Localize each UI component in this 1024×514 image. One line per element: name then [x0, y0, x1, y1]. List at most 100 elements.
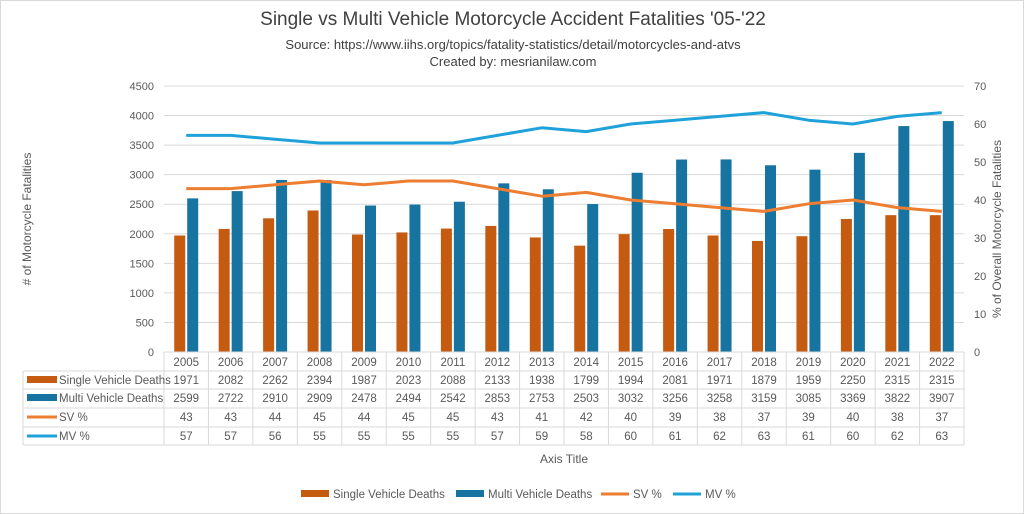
y-axis-title: # of Motorcycle Fatalities: [20, 153, 34, 286]
y-tick-label: 4500: [130, 81, 154, 93]
table-cell: 43: [224, 412, 237, 424]
bar-multi-2017: [720, 159, 732, 352]
table-series-label: Single Vehicle Deaths: [59, 375, 171, 387]
table-cell: 45: [402, 412, 415, 424]
y-tick-label: 1000: [130, 288, 154, 300]
y2-tick-label: 40: [974, 195, 986, 207]
table-cell: 63: [758, 431, 771, 443]
x-tick-label: 2018: [751, 357, 777, 369]
line-sv-percent: [186, 179, 942, 213]
legend-label: Single Vehicle Deaths: [333, 489, 445, 501]
y-tick-label: 2500: [130, 199, 154, 211]
x-tick-label: 2019: [796, 357, 822, 369]
table-cell: 39: [669, 412, 682, 424]
legend-label: MV %: [705, 489, 736, 501]
legend-label: Multi Vehicle Deaths: [488, 489, 592, 501]
table-cell: 1971: [707, 375, 733, 387]
table-cell: 2909: [307, 393, 333, 405]
line-mv-percent: [186, 111, 942, 145]
bar-single-2005: [174, 235, 186, 352]
bar-multi-2019: [809, 169, 821, 352]
x-tick-label: 2010: [396, 357, 422, 369]
x-tick-label: 2021: [885, 357, 911, 369]
table-cell: 40: [624, 412, 637, 424]
table-cell: 62: [891, 431, 904, 443]
x-axis-title: Axis Title: [540, 452, 588, 466]
table-cell: 56: [269, 431, 282, 443]
bar-single-2017: [707, 235, 719, 352]
table-cell: 2315: [929, 375, 955, 387]
table-cell: 3258: [707, 393, 733, 405]
bar-single-2010: [396, 232, 408, 352]
bar-multi-2016: [676, 159, 688, 352]
table-cell: 2082: [218, 375, 244, 387]
y2-tick-label: 20: [974, 271, 986, 283]
bar-single-2013: [529, 237, 541, 352]
chart-title: Single vs Multi Vehicle Motorcycle Accid…: [260, 9, 766, 30]
bar-single-2012: [485, 225, 497, 352]
table-legend-key: [27, 376, 57, 383]
bar-single-2011: [440, 228, 452, 352]
table-cell: 57: [224, 431, 237, 443]
table-cell: 2262: [262, 375, 288, 387]
table-cell: 55: [313, 431, 326, 443]
x-tick-label: 2005: [173, 357, 199, 369]
table-cell: 3159: [751, 393, 777, 405]
y-tick-label: 1500: [130, 258, 154, 270]
bar-multi-2011: [453, 201, 465, 352]
table-cell: 62: [713, 431, 726, 443]
bar-multi-2005: [187, 198, 199, 352]
bar-multi-2020: [853, 152, 865, 352]
legend-label: SV %: [633, 489, 662, 501]
table-cell: 1879: [751, 375, 777, 387]
table-cell: 3822: [885, 393, 911, 405]
table-cell: 1938: [529, 375, 555, 387]
bar-single-2007: [263, 218, 275, 352]
y-tick-label: 500: [136, 317, 154, 329]
legend-key: [456, 490, 484, 497]
table-cell: 3907: [929, 393, 955, 405]
x-tick-label: 2020: [840, 357, 866, 369]
x-tick-label: 2007: [262, 357, 288, 369]
y2-tick-label: 70: [974, 81, 986, 93]
table-cell: 2853: [485, 393, 511, 405]
x-tick-label: 2009: [351, 357, 377, 369]
legend-key: [301, 490, 329, 497]
table-cell: 60: [624, 431, 637, 443]
y2-tick-label: 30: [974, 233, 986, 245]
bar-multi-2009: [365, 205, 376, 352]
y-tick-label: 3500: [130, 140, 154, 152]
chart-credit: Created by: mesrianilaw.com: [429, 54, 597, 69]
bar-single-2008: [307, 210, 319, 352]
chart-source: Source: https://www.iihs.org/topics/fata…: [285, 37, 741, 52]
table-cell: 2394: [307, 375, 333, 387]
table-cell: 39: [802, 412, 815, 424]
bar-single-2014: [574, 245, 586, 352]
table-cell: 59: [535, 431, 548, 443]
x-tick-label: 2008: [307, 357, 333, 369]
x-tick-label: 2011: [441, 357, 466, 369]
y-tick-label: 0: [148, 347, 154, 359]
table-cell: 2081: [662, 375, 688, 387]
table-cell: 3256: [662, 393, 688, 405]
table-cell: 38: [891, 412, 904, 424]
y2-axis-title: % of Overall Motorcycle Fatalities: [990, 140, 1004, 318]
table-cell: 44: [358, 412, 371, 424]
table-cell: 44: [269, 412, 282, 424]
bar-multi-2010: [409, 204, 421, 352]
y-tick-label: 3000: [130, 170, 154, 182]
bar-single-2009: [352, 234, 363, 352]
bar-multi-2018: [765, 165, 776, 352]
table-cell: 2503: [573, 393, 599, 405]
bar-single-2018: [752, 240, 763, 352]
bar-single-2019: [796, 236, 808, 352]
y2-tick-label: 60: [974, 119, 986, 131]
table-cell: 58: [580, 431, 593, 443]
bar-single-2015: [618, 234, 630, 352]
table-cell: 3032: [618, 393, 644, 405]
bar-single-2021: [885, 215, 897, 352]
x-tick-label: 2022: [929, 357, 955, 369]
y-tick-label: 4000: [130, 111, 154, 123]
table-cell: 1987: [351, 375, 377, 387]
table-cell: 61: [802, 431, 815, 443]
